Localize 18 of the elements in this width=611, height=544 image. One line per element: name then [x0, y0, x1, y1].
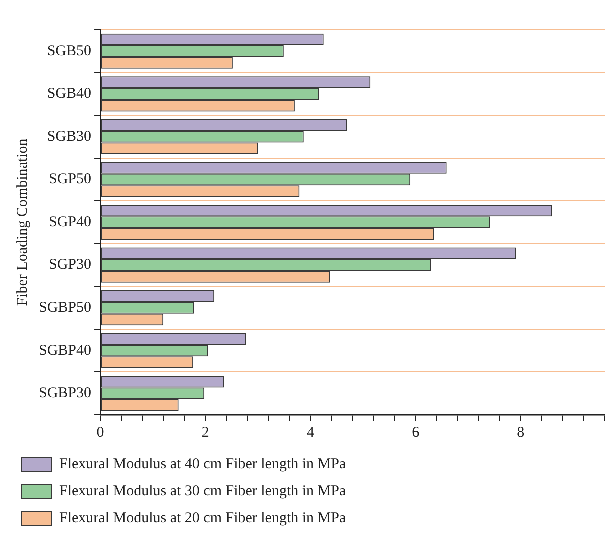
- y-tick-label: SGBP50: [38, 300, 92, 316]
- legend-label: Flexural Modulus at 30 cm Fiber length in MPa: [60, 483, 346, 500]
- y-tick-label: SGP40: [48, 214, 92, 230]
- y-tick-label: SGP50: [48, 172, 92, 188]
- legend-label: Flexural Modulus at 40 cm Fiber length in MPa: [60, 456, 346, 472]
- y-tick-label: SGB40: [47, 86, 92, 102]
- x-tick-label: 4: [306, 424, 315, 441]
- x-tick-label: 8: [517, 424, 525, 441]
- y-tick-label: SGB50: [47, 43, 92, 60]
- legend-label: Flexural Modulus at 20 cm Fiber length in MPa: [60, 510, 346, 526]
- y-tick-label: SGP30: [48, 257, 92, 274]
- x-tick-label: 2: [202, 424, 210, 441]
- x-tick-label: 6: [412, 424, 420, 441]
- y-axis-title: Fiber Loading Combination: [14, 138, 31, 306]
- x-tick-label: 0: [96, 424, 104, 441]
- y-tick-label: SGB30: [47, 128, 92, 145]
- y-tick-label: SGBP40: [38, 342, 92, 359]
- y-tick-label: SGBP30: [38, 386, 92, 402]
